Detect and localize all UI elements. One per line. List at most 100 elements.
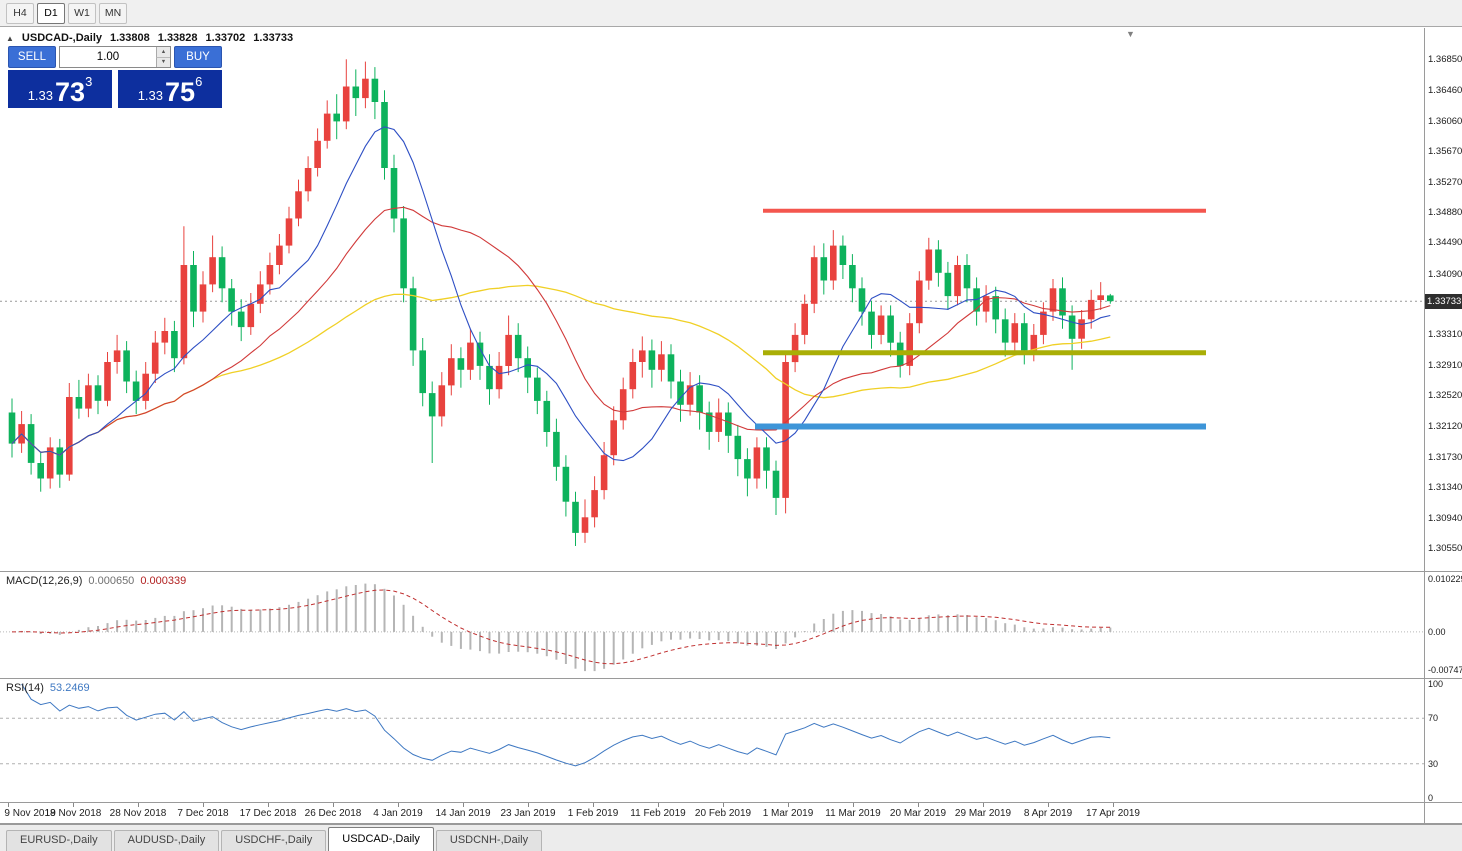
date-label: 1 Mar 2019 xyxy=(762,808,814,819)
date-label: 1 Feb 2019 xyxy=(567,808,619,819)
tab-usdchf-daily[interactable]: USDCHF-,Daily xyxy=(221,830,327,851)
price-axis-label: 1.32120 xyxy=(1428,421,1462,433)
timeframe-toolbar: H4 D1 W1 MN xyxy=(0,0,1462,27)
date-label: 8 Apr 2019 xyxy=(1023,808,1073,819)
time-axis[interactable]: 9 Nov 2018 19 Nov 2018 28 Nov 2018 7 Dec 20… xyxy=(0,803,1462,823)
tab-usdcad-daily[interactable]: USDCAD-,Daily xyxy=(328,827,434,851)
tab-audusd-daily[interactable]: AUDUSD-,Daily xyxy=(113,830,220,851)
price-axis-label: 1.30940 xyxy=(1428,513,1462,525)
date-label: 11 Mar 2019 xyxy=(825,808,881,819)
date-label: 4 Jan 2019 xyxy=(373,808,423,819)
ask-prefix: 1.33 xyxy=(137,88,164,103)
time-tick xyxy=(73,803,74,807)
macd-header: MACD(12,26,9) 0.000650 0.000339 xyxy=(6,575,186,587)
date-label: 17 Apr 2019 xyxy=(1086,808,1140,819)
timeframe-button-d1[interactable]: D1 xyxy=(37,2,65,24)
macd-axis-label: 0.00 xyxy=(1428,626,1446,637)
ask-price[interactable]: 1.33 75 6 xyxy=(118,70,222,108)
date-label: 7 Dec 2018 xyxy=(177,808,229,819)
bid-price[interactable]: 1.33 73 3 xyxy=(8,70,112,108)
timeframe-button-w1[interactable]: W1 xyxy=(68,2,96,24)
ma-mid-line xyxy=(11,206,1111,456)
volume-stepper[interactable]: ▲ ▼ xyxy=(156,47,170,67)
date-label: 9 Nov 2018 xyxy=(4,808,56,819)
date-label: 20 Mar 2019 xyxy=(889,808,947,819)
panel-separator xyxy=(0,823,1462,824)
ohlc-low: 1.33702 xyxy=(205,32,246,44)
timeframe-button-h4[interactable]: H4 xyxy=(6,2,34,24)
time-tick xyxy=(333,803,334,807)
time-tick xyxy=(138,803,139,807)
time-tick xyxy=(268,803,269,807)
ohlc-close: 1.33733 xyxy=(253,32,294,44)
price-axis-label: 1.32910 xyxy=(1428,360,1462,372)
time-tick xyxy=(1048,803,1049,807)
date-label: 23 Jan 2019 xyxy=(500,808,556,819)
volume-up-icon[interactable]: ▲ xyxy=(156,47,170,58)
candlestick-series xyxy=(8,59,1114,546)
rsi-axis-label: 30 xyxy=(1428,758,1439,769)
time-tick xyxy=(463,803,464,807)
date-label: 20 Feb 2019 xyxy=(694,808,752,819)
volume-down-icon[interactable]: ▼ xyxy=(156,57,170,67)
price-axis-label: 1.36460 xyxy=(1428,84,1462,96)
time-tick xyxy=(658,803,659,807)
date-label: 11 Feb 2019 xyxy=(630,808,686,819)
chart-shift-marker-icon[interactable]: ▼ xyxy=(1126,29,1135,39)
ohlc-open: 1.33808 xyxy=(110,32,150,44)
sell-button[interactable]: SELL xyxy=(8,46,56,68)
rsi-line xyxy=(21,683,1111,767)
price-axis-label: 1.34090 xyxy=(1428,268,1462,280)
price-axis-label: 1.31730 xyxy=(1428,451,1462,463)
axis-separator xyxy=(1424,28,1425,823)
timeframe-button-mn[interactable]: MN xyxy=(99,2,127,24)
buy-button[interactable]: BUY xyxy=(174,46,222,68)
panel-separator[interactable] xyxy=(0,571,1462,572)
rsi-axis-label: 70 xyxy=(1428,713,1439,724)
macd-signal-value: 0.000339 xyxy=(140,575,187,587)
date-label: 17 Dec 2018 xyxy=(239,808,297,819)
volume-input[interactable] xyxy=(60,47,170,67)
price-axis-label: 1.32520 xyxy=(1428,390,1462,402)
price-axis-label: 1.30550 xyxy=(1428,543,1462,555)
price-chart-canvas[interactable] xyxy=(0,28,1424,571)
tab-usdcnh-daily[interactable]: USDCNH-,Daily xyxy=(435,830,543,851)
price-axis-label: 1.31340 xyxy=(1428,482,1462,494)
panel-separator xyxy=(0,802,1462,803)
chart-title: ▲ USDCAD-,Daily 1.33808 1.33828 1.33702 … xyxy=(6,32,293,44)
chart-tabs-bar: EURUSD-,Daily AUDUSD-,Daily USDCHF-,Daily U… xyxy=(0,824,1462,851)
date-label: 29 Mar 2019 xyxy=(954,808,1012,819)
rsi-value: 53.2469 xyxy=(49,682,90,694)
tab-eurusd-daily[interactable]: EURUSD-,Daily xyxy=(6,830,112,851)
time-tick xyxy=(8,803,9,807)
time-tick xyxy=(593,803,594,807)
macd-main-value: 0.000650 xyxy=(88,575,135,587)
price-axis-label: 1.33310 xyxy=(1428,329,1462,341)
volume-field[interactable]: ▲ ▼ xyxy=(59,46,171,68)
chart-window-icon: ▲ xyxy=(6,33,14,43)
time-tick xyxy=(918,803,919,807)
rsi-canvas[interactable] xyxy=(0,679,1424,802)
ask-big-digits: 75 xyxy=(165,77,196,108)
time-tick xyxy=(723,803,724,807)
price-axis-label: 1.35270 xyxy=(1428,176,1462,188)
time-tick xyxy=(203,803,204,807)
macd-histogram xyxy=(20,583,1112,672)
time-tick xyxy=(788,803,789,807)
price-axis-label: 1.34880 xyxy=(1428,207,1462,219)
rsi-axis-label: 100 xyxy=(1428,679,1444,689)
macd-signal-line xyxy=(11,589,1111,665)
macd-axis-label: 0.010229 xyxy=(1428,574,1462,585)
time-tick xyxy=(528,803,529,807)
time-tick xyxy=(983,803,984,807)
macd-label: MACD(12,26,9) xyxy=(6,575,83,587)
chart-symbol-period: USDCAD-,Daily xyxy=(21,32,102,44)
macd-canvas[interactable] xyxy=(0,572,1424,678)
price-axis-label: 1.35670 xyxy=(1428,145,1462,157)
panel-separator[interactable] xyxy=(0,678,1462,679)
time-tick xyxy=(1113,803,1114,807)
price-axis-label: 1.36060 xyxy=(1428,115,1462,127)
ohlc-high: 1.33828 xyxy=(157,32,198,44)
bid-prefix: 1.33 xyxy=(27,88,54,103)
